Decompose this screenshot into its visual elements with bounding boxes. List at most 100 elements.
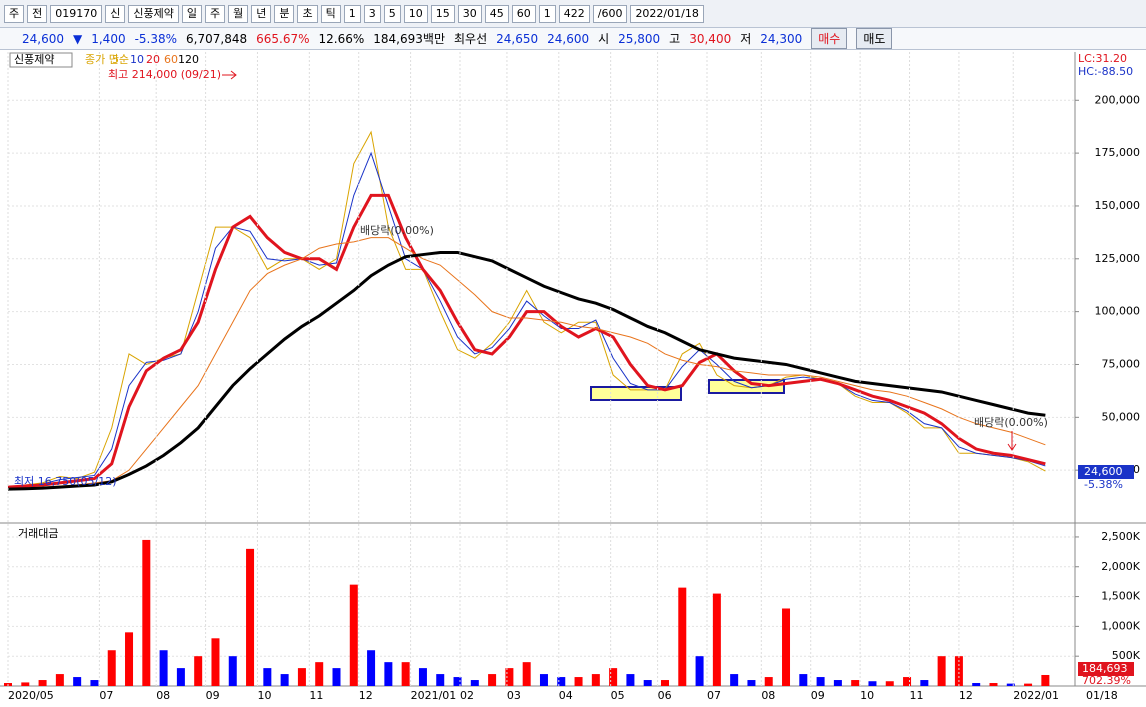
toolbar-item[interactable]: 5 [383, 4, 401, 23]
volume-bar [297, 668, 306, 686]
price-box [1078, 465, 1134, 479]
volume-bar [315, 662, 324, 686]
toolbar-item[interactable]: 30 [457, 4, 482, 23]
volume-bar [937, 656, 946, 686]
volume-bar [488, 674, 497, 686]
last-rate: -5.38% [1084, 478, 1123, 491]
x-tick-label: 05 [611, 689, 625, 702]
y-tick-label: 200,000 [1095, 93, 1141, 106]
toolbar-item[interactable]: /600 [592, 4, 628, 23]
background [0, 50, 1146, 707]
volume-bar [712, 593, 721, 686]
volume-bar [885, 681, 894, 686]
label: 시 [598, 32, 610, 46]
volume-bar [782, 608, 791, 686]
sell-button[interactable]: 매도 [856, 28, 893, 49]
volume-bar [1024, 683, 1033, 686]
toolbar-item[interactable]: 신 [105, 4, 126, 23]
toolbar-item[interactable]: 일 [181, 4, 202, 23]
x-tick-label: 10 [257, 689, 271, 702]
y-tick-label: 1,500K [1101, 590, 1140, 603]
volume-bar [211, 638, 220, 686]
ma-line [7, 237, 1046, 490]
label: 고 [669, 32, 681, 46]
volume-bar [574, 677, 583, 686]
last-amount: 184,693 [1082, 662, 1128, 675]
buy-button[interactable]: 매수 [811, 28, 848, 49]
x-tick-label: 07 [99, 689, 113, 702]
x-tick-label: 03 [507, 689, 521, 702]
x-tick-label: 07 [707, 689, 721, 702]
toolbar-item[interactable]: 주 [204, 4, 226, 23]
bid: 24,600 [547, 31, 590, 46]
panel-title: 거래대금 [18, 527, 58, 540]
toolbar-item[interactable]: 2022/01/18 [630, 4, 704, 23]
label: 저 [740, 32, 752, 46]
volume-bar [228, 656, 237, 686]
toolbar-item[interactable]: 년 [251, 4, 272, 23]
volume-bar [989, 683, 998, 686]
volume-bar [609, 668, 618, 686]
toolbar-item[interactable]: 422 [558, 4, 590, 23]
legend-entry: 60 [164, 53, 178, 66]
volume-bar [816, 677, 825, 686]
x-tick-label: 08 [156, 689, 170, 702]
toolbar: 주 전 019170 신 신풍제약 일 주 월 년 분 초 틱 1 3 5 10 15 30 45 60 1 422/60… [0, 0, 1146, 28]
volume-bar [972, 683, 981, 686]
x-tick-label: 10 [860, 689, 874, 702]
legend-box [9, 52, 73, 68]
ma-line [7, 250, 1046, 491]
volume-bar [332, 668, 341, 686]
legend-entry: 20 [146, 53, 160, 66]
volume-bar [903, 677, 912, 686]
toolbar-item[interactable]: 60 [511, 4, 536, 23]
chart: 25,00050,00075,000100,000125,000150,0001… [0, 50, 1146, 707]
last-price: 24,600 [1084, 465, 1123, 478]
annotation: 배당락(0.00%) [974, 416, 1048, 429]
toolbar-item[interactable]: 분 [274, 4, 295, 23]
volume-bar [90, 680, 99, 686]
volume-bar [868, 681, 877, 686]
toolbar-item[interactable]: 3 [363, 4, 381, 23]
legend-label: 종가 단순 [85, 53, 129, 66]
toolbar-item[interactable]: 주 [4, 4, 25, 23]
annotation: LC:31.20 [1078, 52, 1127, 65]
annotation: 최저 16,750(05/12) [14, 475, 117, 488]
toolbar-item[interactable]: 초 [297, 4, 318, 23]
annotation: HC:-88.50 [1078, 65, 1133, 78]
last-amount-rate: 702.39% [1082, 674, 1131, 687]
toolbar-item[interactable]: 019170 [50, 4, 103, 23]
toolbar-item[interactable]: 1 [538, 4, 556, 23]
y-tick-label: 500K [1112, 649, 1141, 662]
toolbar-item[interactable]: 전 [27, 4, 48, 23]
arrow [222, 70, 237, 80]
annotation: 배당락(0.00%) [360, 224, 434, 237]
volume-bar [643, 680, 652, 686]
y-tick-label: 100,000 [1095, 305, 1141, 318]
toolbar-item[interactable]: 월 [228, 4, 249, 23]
volume-bar [833, 680, 842, 686]
amount: 184,693백만 [373, 32, 445, 46]
volume-bar [626, 674, 635, 686]
toolbar-item[interactable]: 신풍제약 [128, 4, 179, 23]
toolbar-item[interactable]: 15 [430, 4, 455, 23]
toolbar-item[interactable]: 틱 [320, 4, 341, 23]
amount-box [1078, 662, 1134, 676]
volume-bar [505, 668, 514, 686]
legend-title: 신풍제약 [14, 52, 54, 66]
ma-line [7, 193, 1046, 489]
volume-bar [107, 650, 116, 686]
toolbar-item[interactable]: 45 [484, 4, 509, 23]
toolbar-item[interactable]: 10 [403, 4, 428, 23]
y-tick-label: 150,000 [1095, 199, 1141, 212]
toolbar-item[interactable]: 1 [343, 4, 361, 23]
volume-bar [194, 656, 203, 686]
volume-bar [159, 650, 168, 686]
volume-bar [470, 680, 479, 686]
vol-rate: 665.67% [256, 31, 310, 46]
ask: 24,650 [496, 31, 539, 46]
open: 25,800 [618, 31, 661, 46]
change: 1,400 [91, 31, 126, 46]
volume-bar [920, 680, 929, 686]
